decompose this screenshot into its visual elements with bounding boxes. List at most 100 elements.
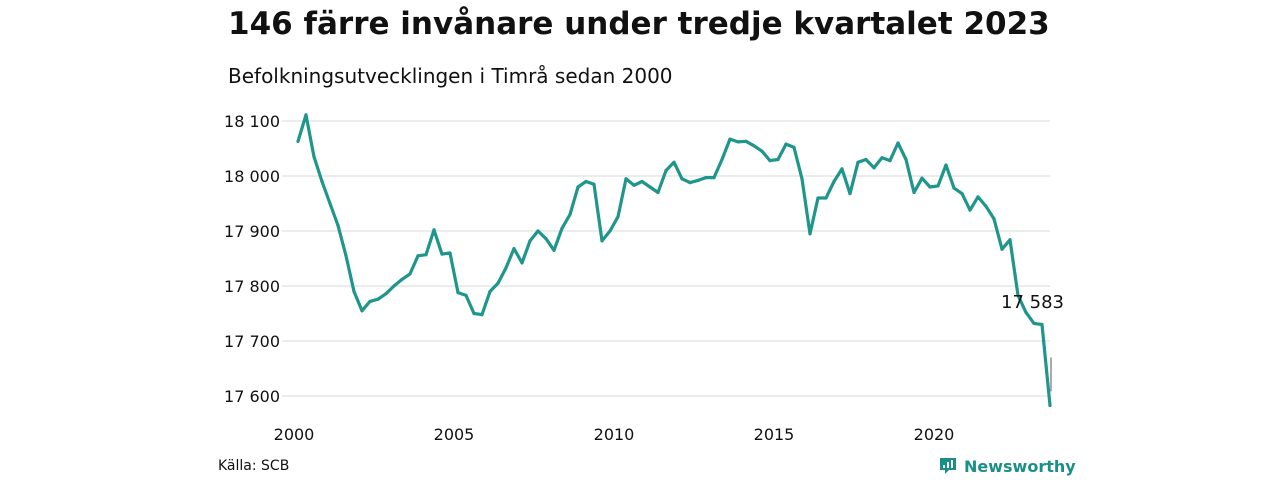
data-point bbox=[784, 142, 788, 146]
data-point bbox=[536, 229, 540, 233]
data-point bbox=[464, 293, 468, 297]
data-point bbox=[648, 185, 652, 189]
data-point bbox=[848, 192, 852, 196]
data-point bbox=[976, 195, 980, 199]
data-point bbox=[344, 254, 348, 258]
y-tick-label: 17 900 bbox=[224, 222, 280, 241]
gridlines bbox=[282, 120, 1050, 397]
data-point bbox=[952, 186, 956, 190]
y-tick-label: 18 100 bbox=[224, 112, 280, 131]
y-tick-label: 17 700 bbox=[224, 332, 280, 351]
data-point bbox=[296, 139, 300, 143]
data-point bbox=[688, 181, 692, 185]
data-point bbox=[832, 179, 836, 184]
data-point bbox=[904, 157, 908, 162]
y-axis-ticks: 17 600 17 700 17 800 17 900 18 000 18 100 bbox=[224, 112, 280, 406]
data-point bbox=[880, 156, 884, 160]
data-point bbox=[336, 223, 340, 228]
data-point bbox=[560, 226, 564, 230]
data-point bbox=[728, 137, 732, 141]
data-point bbox=[824, 196, 828, 200]
data-point bbox=[712, 176, 716, 180]
data-point bbox=[304, 113, 308, 117]
data-point bbox=[840, 167, 844, 171]
data-point bbox=[448, 251, 452, 255]
y-tick-label: 18 000 bbox=[224, 167, 280, 186]
data-point bbox=[472, 311, 476, 316]
y-tick-label: 17 800 bbox=[224, 277, 280, 296]
data-point bbox=[576, 185, 580, 189]
data-point bbox=[960, 192, 964, 196]
data-point bbox=[1008, 238, 1012, 242]
brand-name: Newsworthy bbox=[964, 456, 1076, 476]
data-point bbox=[640, 179, 644, 184]
data-points bbox=[296, 113, 1052, 407]
data-point bbox=[656, 190, 660, 195]
data-point bbox=[792, 145, 796, 149]
data-point bbox=[672, 160, 676, 164]
data-point bbox=[1040, 322, 1044, 327]
data-point bbox=[632, 183, 636, 187]
data-point bbox=[384, 292, 388, 296]
data-point bbox=[808, 232, 812, 236]
data-point bbox=[592, 182, 596, 186]
data-point bbox=[320, 179, 324, 184]
data-point bbox=[736, 140, 740, 144]
data-point bbox=[928, 185, 932, 189]
data-point bbox=[544, 237, 548, 241]
data-point bbox=[584, 179, 588, 184]
data-point bbox=[392, 284, 396, 288]
data-point bbox=[936, 184, 940, 188]
data-point bbox=[360, 309, 364, 313]
data-point bbox=[752, 144, 756, 148]
data-point bbox=[992, 217, 996, 221]
data-point bbox=[776, 157, 780, 162]
data-point bbox=[856, 160, 860, 164]
annotation-label: 17 583 bbox=[1001, 292, 1064, 313]
data-point bbox=[408, 272, 412, 276]
data-point bbox=[376, 297, 380, 301]
data-point bbox=[600, 239, 604, 243]
data-point bbox=[1032, 321, 1036, 325]
data-point bbox=[912, 190, 916, 195]
data-point bbox=[496, 281, 500, 285]
series-line bbox=[296, 113, 1052, 407]
data-point bbox=[968, 208, 972, 212]
data-point bbox=[552, 248, 556, 252]
data-point bbox=[864, 157, 868, 162]
data-point bbox=[608, 229, 612, 233]
data-point bbox=[920, 176, 924, 180]
data-point bbox=[488, 289, 492, 294]
data-point bbox=[616, 215, 620, 219]
data-point bbox=[760, 149, 764, 153]
data-point bbox=[520, 261, 524, 265]
data-point bbox=[400, 277, 404, 281]
x-axis-ticks: 2000 2005 2010 2015 2020 bbox=[274, 425, 955, 444]
data-point bbox=[528, 239, 532, 243]
brand-logo: Newsworthy bbox=[938, 456, 1076, 476]
data-point bbox=[368, 299, 372, 303]
data-point bbox=[896, 141, 900, 145]
data-point bbox=[800, 177, 804, 181]
data-point bbox=[744, 139, 748, 143]
data-point bbox=[440, 252, 444, 256]
data-point bbox=[888, 159, 892, 163]
data-point bbox=[1016, 293, 1020, 297]
data-point bbox=[984, 204, 988, 208]
chart-subtitle: Befolkningsutvecklingen i Timrå sedan 20… bbox=[228, 64, 673, 88]
data-point bbox=[512, 247, 516, 251]
data-point bbox=[480, 313, 484, 317]
data-point bbox=[424, 253, 428, 257]
data-point bbox=[944, 163, 948, 167]
x-tick-label: 2010 bbox=[594, 425, 635, 444]
data-point bbox=[720, 157, 724, 162]
data-point bbox=[816, 196, 820, 200]
data-point bbox=[432, 228, 436, 232]
data-point bbox=[696, 178, 700, 182]
data-point bbox=[704, 176, 708, 180]
data-point bbox=[624, 177, 628, 181]
newsworthy-logo-icon bbox=[940, 458, 956, 474]
source-note: Källa: SCB bbox=[218, 458, 290, 474]
data-point bbox=[328, 201, 332, 206]
